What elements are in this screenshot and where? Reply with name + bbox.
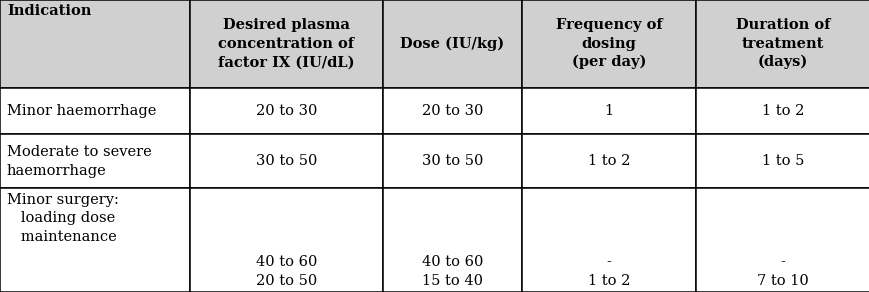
Bar [695, 0, 869, 88]
Text: Indication: Indication [7, 4, 91, 18]
Bar [382, 88, 521, 134]
Bar [0, 0, 189, 88]
Text: 1 to 2: 1 to 2 [587, 154, 629, 168]
Bar [189, 134, 382, 188]
Bar [521, 134, 695, 188]
Text: -
1 to 2: - 1 to 2 [587, 255, 629, 288]
Text: -
7 to 10: - 7 to 10 [756, 255, 808, 288]
Bar [521, 188, 695, 292]
Bar [521, 134, 695, 188]
Bar [695, 134, 869, 188]
Text: 1 to 5: 1 to 5 [761, 154, 803, 168]
Text: Frequency of
dosing
(per day): Frequency of dosing (per day) [555, 18, 661, 69]
Bar [695, 88, 869, 134]
Bar [0, 188, 189, 292]
Text: 40 to 60
15 to 40: 40 to 60 15 to 40 [421, 255, 482, 288]
Text: 30 to 50: 30 to 50 [255, 154, 316, 168]
Bar [0, 88, 189, 134]
Bar [0, 0, 189, 88]
Bar [695, 88, 869, 134]
Text: 20 to 30: 20 to 30 [255, 104, 316, 118]
Bar [382, 0, 521, 88]
Bar [0, 88, 189, 134]
Bar [382, 134, 521, 188]
Bar [695, 0, 869, 88]
Bar [521, 188, 695, 292]
Bar [695, 134, 869, 188]
Text: 1 to 2: 1 to 2 [761, 104, 803, 118]
Bar [521, 88, 695, 134]
Text: Minor surgery:
   loading dose
   maintenance: Minor surgery: loading dose maintenance [7, 193, 119, 244]
Bar [189, 134, 382, 188]
Text: Desired plasma
concentration of
factor IX (IU/dL): Desired plasma concentration of factor I… [218, 18, 354, 69]
Bar [189, 188, 382, 292]
Text: 40 to 60
20 to 50: 40 to 60 20 to 50 [255, 255, 316, 288]
Bar [189, 0, 382, 88]
Text: Minor haemorrhage: Minor haemorrhage [7, 104, 156, 118]
Bar [521, 0, 695, 88]
Text: 1: 1 [604, 104, 613, 118]
Bar [382, 0, 521, 88]
Bar [695, 188, 869, 292]
Text: Dose (IU/kg): Dose (IU/kg) [400, 36, 504, 51]
Text: 30 to 50: 30 to 50 [421, 154, 482, 168]
Bar [0, 188, 189, 292]
Bar [382, 188, 521, 292]
Bar [189, 0, 382, 88]
Bar [189, 188, 382, 292]
Bar [382, 188, 521, 292]
Bar [521, 0, 695, 88]
Bar [189, 88, 382, 134]
Bar [695, 188, 869, 292]
Text: Duration of
treatment
(days): Duration of treatment (days) [735, 18, 829, 69]
Bar [382, 134, 521, 188]
Bar [521, 88, 695, 134]
Text: Moderate to severe
haemorrhage: Moderate to severe haemorrhage [7, 145, 151, 178]
Text: 20 to 30: 20 to 30 [421, 104, 482, 118]
Bar [0, 134, 189, 188]
Bar [0, 134, 189, 188]
Bar [382, 88, 521, 134]
Bar [189, 88, 382, 134]
